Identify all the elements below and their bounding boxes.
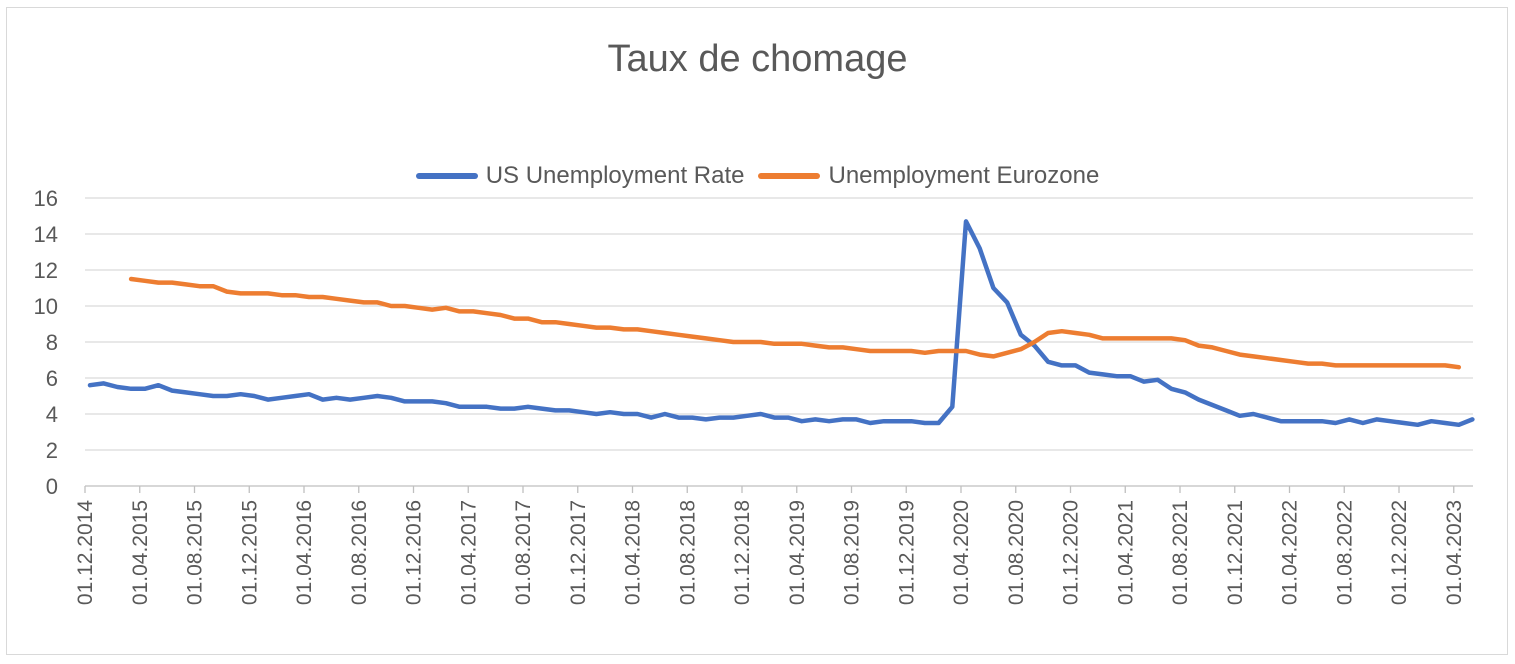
legend-swatch-us: [415, 173, 478, 179]
x-tick-label: 01.12.2016: [403, 500, 426, 605]
x-tick-label: 01.04.2015: [129, 500, 152, 605]
x-tick-label: 01.12.2021: [1224, 500, 1247, 605]
x-tick-label: 01.12.2017: [567, 500, 590, 605]
x-tick-label: 01.04.2018: [622, 500, 645, 605]
y-tick-label: 14: [34, 222, 58, 247]
x-tick-label: 01.08.2021: [1169, 500, 1192, 605]
x-tick-label: 01.12.2019: [895, 500, 918, 605]
x-tick-label: 01.04.2019: [786, 500, 809, 605]
x-tick-label: 01.08.2015: [184, 500, 207, 605]
y-tick-label: 0: [46, 474, 58, 499]
y-tick-label: 2: [46, 438, 58, 463]
y-tick-label: 16: [34, 186, 58, 211]
x-tick-label: 01.08.2019: [841, 500, 864, 605]
chart-frame: [6, 7, 1508, 655]
legend-swatch-eurozone: [758, 173, 821, 179]
x-tick-label: 01.08.2016: [348, 500, 371, 605]
series-line-us: [87, 219, 1475, 428]
y-tick-label: 12: [34, 258, 58, 283]
series-line-eurozone: [128, 276, 1462, 370]
x-tick-label: 01.04.2021: [1114, 500, 1137, 605]
x-tick-label: 01.04.2023: [1443, 500, 1466, 605]
x-tick-label: 01.12.2020: [1060, 500, 1083, 605]
y-tick-label: 4: [46, 402, 58, 427]
legend-item-us: US Unemployment Rate: [415, 162, 745, 190]
legend-label-us: US Unemployment Rate: [485, 162, 745, 189]
y-tick-label: 10: [34, 294, 58, 319]
x-tick-label: 01.12.2018: [731, 500, 754, 605]
x-tick-label: 01.04.2020: [950, 500, 973, 605]
y-tick-label: 8: [46, 330, 58, 355]
y-tick-label: 6: [46, 366, 58, 391]
x-tick-label: 01.12.2014: [74, 500, 97, 605]
x-tick-label: 01.08.2022: [1333, 500, 1356, 605]
x-tick-label: 01.12.2022: [1388, 500, 1411, 605]
chart-title: Taux de chomage: [607, 38, 908, 80]
x-tick-label: 01.04.2016: [293, 500, 316, 605]
x-tick-label: 01.08.2020: [1005, 500, 1028, 605]
x-tick-label: 01.04.2022: [1279, 500, 1302, 605]
x-tick-label: 01.12.2015: [238, 500, 261, 605]
x-tick-label: 01.08.2018: [676, 500, 699, 605]
legend-label-eurozone: Unemployment Eurozone: [828, 162, 1100, 189]
legend: US Unemployment Rate Unemployment Eurozo…: [0, 162, 1515, 190]
legend-item-eurozone: Unemployment Eurozone: [758, 162, 1099, 190]
x-tick-label: 01.04.2017: [457, 500, 480, 605]
x-tick-label: 01.08.2017: [512, 500, 535, 605]
